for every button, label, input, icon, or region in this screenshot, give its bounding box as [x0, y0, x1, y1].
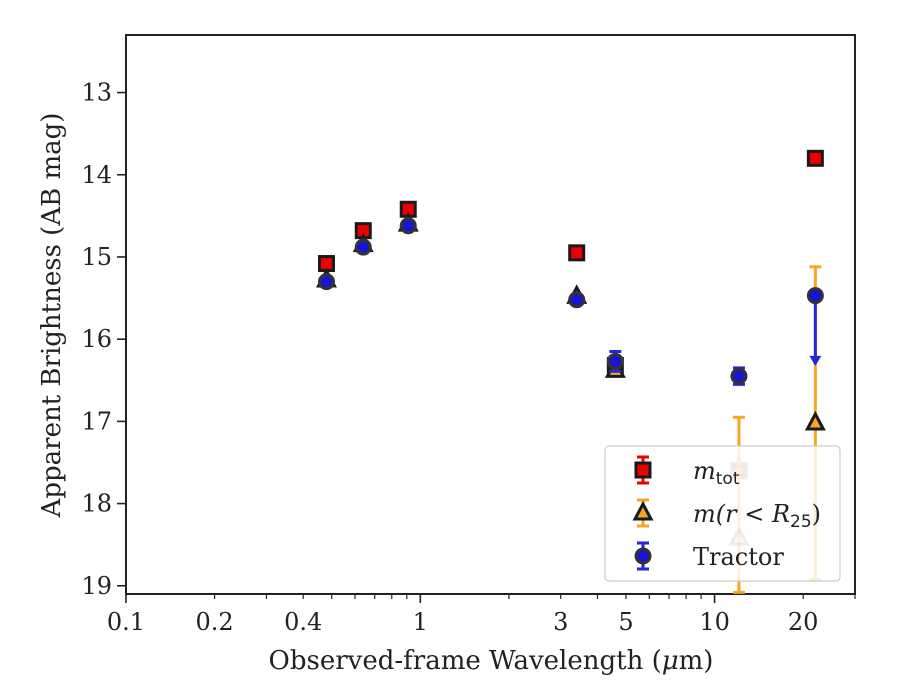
data-point [568, 291, 586, 309]
y-tick-label: 16 [81, 325, 112, 353]
x-tick-label: 5 [618, 608, 633, 636]
x-axis-label: Observed-frame Wavelength (μm) [269, 646, 714, 676]
y-tick-label: 13 [81, 79, 112, 107]
data-point [804, 410, 826, 431]
data-point [806, 149, 824, 167]
legend-marker [632, 500, 654, 521]
data-point [399, 217, 417, 235]
x-tick-label: 0.2 [196, 608, 234, 636]
data-point [354, 238, 372, 256]
x-tick-label: 3 [553, 608, 568, 636]
data-point [568, 244, 586, 262]
axes [125, 34, 856, 595]
data-point [730, 367, 748, 385]
y-tick-label: 17 [81, 407, 112, 435]
series-2 [317, 217, 824, 386]
legend: mtot m(r < R25) Tractor [604, 445, 841, 582]
legend-box [604, 445, 841, 582]
legend-label: Tractor [693, 543, 784, 571]
legend-marker [634, 547, 652, 565]
x-tick-label: 0.1 [107, 608, 145, 636]
x-tick-label: 1 [413, 608, 428, 636]
x-ticks: 0.1 0.2 0.4 1 3 5 10 20 [107, 594, 856, 636]
plot-frame [125, 34, 856, 595]
x-tick-label: 10 [699, 608, 730, 636]
y-tick-label: 14 [81, 161, 112, 189]
series-0 [317, 149, 824, 480]
y-ticks: 13 14 15 16 17 18 19 [81, 79, 126, 600]
data-point [806, 287, 824, 305]
y-tick-label: 18 [81, 490, 112, 518]
legend-marker [634, 461, 652, 479]
data-point [317, 273, 335, 291]
y-axis-label: Apparent Brightness (AB mag) [37, 113, 67, 519]
upper-limit-arrow [809, 355, 822, 366]
data-point [606, 352, 624, 370]
y-tick-label: 15 [81, 243, 112, 271]
x-tick-label: 0.4 [284, 608, 322, 636]
y-tick-label: 19 [81, 572, 112, 600]
x-tick-label: 20 [788, 608, 819, 636]
legend-label: m(r < R25) [693, 500, 821, 532]
legend-label: mtot [693, 457, 740, 489]
